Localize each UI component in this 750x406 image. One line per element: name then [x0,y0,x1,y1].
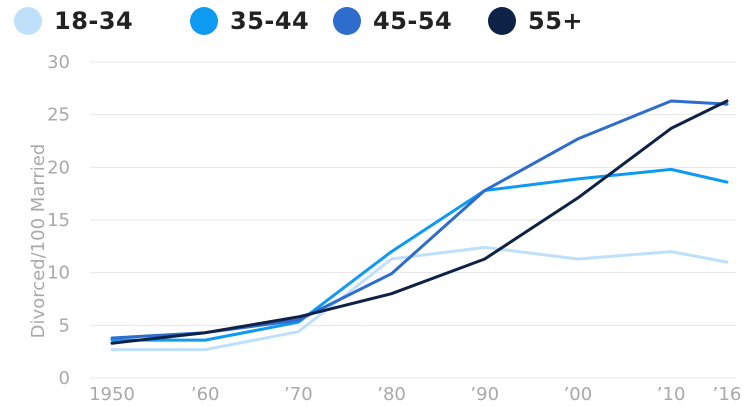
x-tick-label: ’10 [657,384,686,405]
x-tick-label: ’80 [377,384,406,405]
chart-legend: 18-34 35-44 45-54 55+ [0,0,750,42]
legend-swatch [14,7,42,35]
x-tick-label: ’16 [713,384,742,405]
x-tick-label: ’00 [564,384,593,405]
y-tick-label: 5 [59,315,70,336]
legend-item-35-44: 35-44 [190,5,309,37]
legend-item-45-54: 45-54 [333,5,452,37]
legend-swatch [488,7,516,35]
y-tick-label: 0 [59,368,70,389]
series-line-55+ [110,99,729,345]
y-tick-label: 10 [47,263,70,284]
legend-label: 55+ [528,7,584,35]
y-tick-label: 30 [47,52,70,73]
legend-label: 45-54 [373,7,453,35]
y-tick-label: 20 [47,157,70,178]
series-line-35-44 [110,167,729,342]
legend-label: 35-44 [230,7,310,35]
series-line-18-34 [110,245,729,352]
y-tick-label: 15 [47,210,70,231]
x-tick-label: ’70 [284,384,313,405]
legend-swatch [190,7,218,35]
x-tick-label: 1950 [89,384,135,405]
y-axis-title: Divorced/100 Married [28,144,49,339]
x-tick-label: ’60 [191,384,220,405]
legend-swatch [333,7,361,35]
legend-label: 18-34 [54,7,134,35]
x-tick-label: ’90 [470,384,499,405]
legend-item-18-34: 18-34 [14,5,133,37]
legend-item-55+: 55+ [488,5,583,37]
y-tick-label: 25 [47,105,70,126]
